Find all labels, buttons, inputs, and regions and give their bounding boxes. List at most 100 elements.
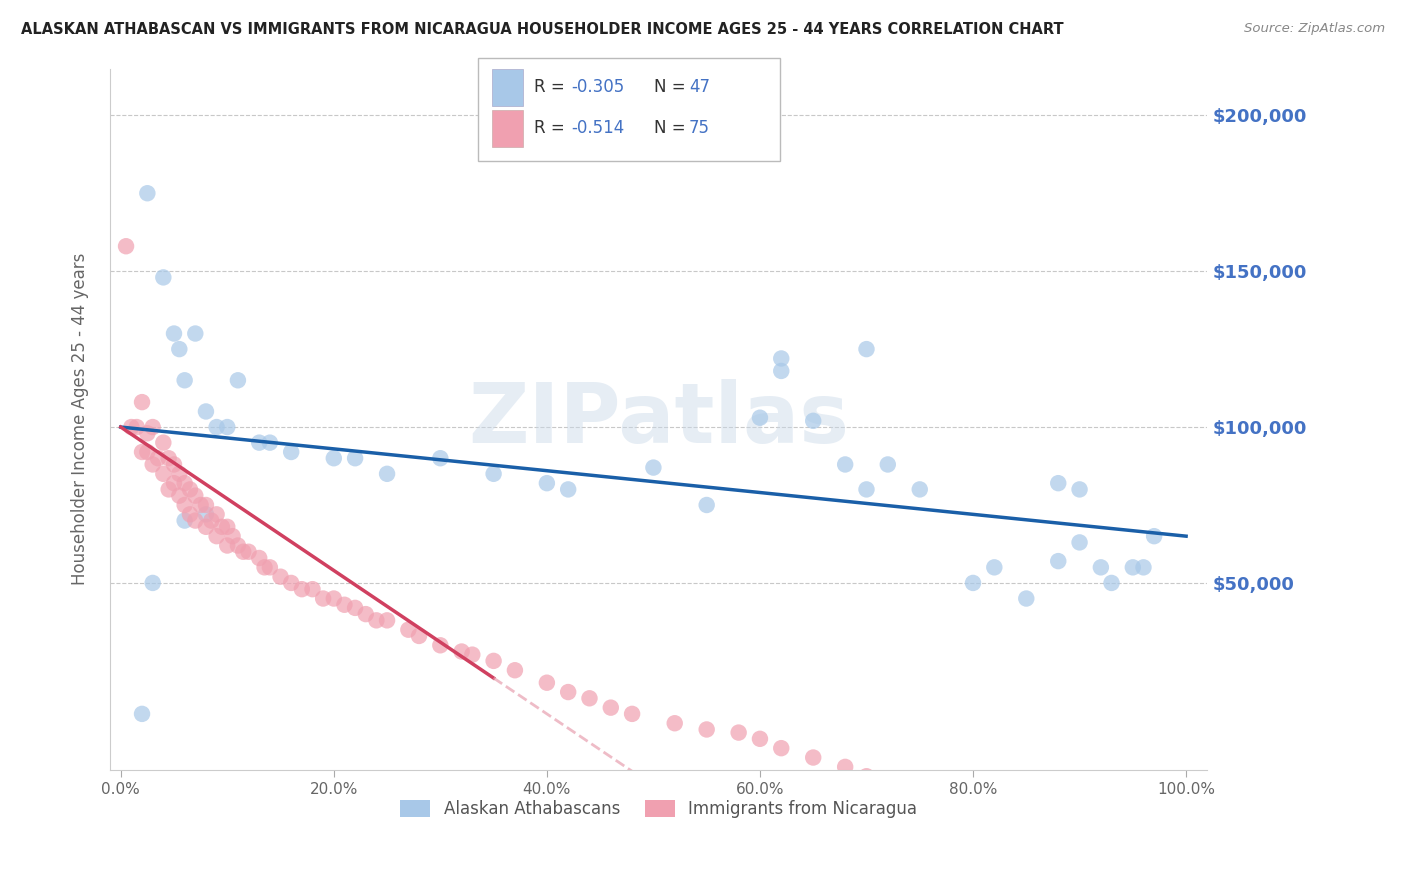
Point <box>205 420 228 434</box>
Point <box>232 545 254 559</box>
Point <box>173 514 195 528</box>
Point <box>962 806 984 821</box>
Point <box>217 539 239 553</box>
Point <box>536 476 558 491</box>
Point <box>142 420 165 434</box>
Point <box>205 508 228 522</box>
Point <box>983 560 1005 574</box>
Point <box>247 435 270 450</box>
Point <box>834 458 856 472</box>
Point <box>211 520 233 534</box>
Point <box>194 404 217 418</box>
Point <box>322 451 344 466</box>
Text: N =: N = <box>654 119 690 136</box>
Point <box>354 607 377 621</box>
Point <box>396 623 419 637</box>
Point <box>163 458 186 472</box>
Point <box>366 613 388 627</box>
Point <box>120 420 142 434</box>
Y-axis label: Householder Income Ages 25 - 44 years: Householder Income Ages 25 - 44 years <box>72 253 89 585</box>
Point <box>163 326 186 341</box>
Point <box>855 483 877 497</box>
Point <box>461 648 484 662</box>
Text: 75: 75 <box>689 119 710 136</box>
Point <box>270 570 292 584</box>
Point <box>696 723 718 737</box>
Point <box>136 426 159 441</box>
Point <box>226 539 249 553</box>
Point <box>259 435 281 450</box>
Point <box>1132 560 1154 574</box>
Point <box>801 750 824 764</box>
Point <box>194 498 217 512</box>
Point <box>152 435 174 450</box>
Point <box>578 691 600 706</box>
Text: R =: R = <box>534 119 571 136</box>
Point <box>142 576 165 591</box>
Point <box>621 706 644 721</box>
Point <box>801 414 824 428</box>
Point <box>205 529 228 543</box>
Point <box>190 498 212 512</box>
Point <box>876 779 898 793</box>
Point <box>280 576 302 591</box>
Point <box>280 445 302 459</box>
Point <box>749 731 772 746</box>
Text: 47: 47 <box>689 78 710 95</box>
Point <box>136 186 159 201</box>
Point <box>131 706 153 721</box>
Text: -0.305: -0.305 <box>571 78 624 95</box>
Point <box>226 373 249 387</box>
Point <box>375 467 398 481</box>
Point <box>200 514 222 528</box>
Point <box>217 520 239 534</box>
Point <box>941 797 963 812</box>
Point <box>1101 576 1123 591</box>
Point <box>834 760 856 774</box>
Point <box>664 716 686 731</box>
Text: -0.514: -0.514 <box>571 119 624 136</box>
Point <box>238 545 260 559</box>
Point <box>157 451 180 466</box>
Point <box>179 483 201 497</box>
Point <box>169 342 191 356</box>
Point <box>152 270 174 285</box>
Point <box>179 508 201 522</box>
Point <box>1015 591 1038 606</box>
Point <box>770 351 793 366</box>
Point <box>136 445 159 459</box>
Point <box>599 700 621 714</box>
Point <box>322 591 344 606</box>
Point <box>125 420 148 434</box>
Point <box>115 239 138 253</box>
Point <box>146 451 169 466</box>
Point <box>184 489 207 503</box>
Text: R =: R = <box>534 78 571 95</box>
Point <box>184 326 207 341</box>
Point <box>142 458 165 472</box>
Point <box>1069 535 1091 549</box>
Point <box>696 498 718 512</box>
Point <box>221 529 243 543</box>
Point <box>876 458 898 472</box>
Point <box>152 467 174 481</box>
Point <box>1143 529 1166 543</box>
Point <box>194 520 217 534</box>
Point <box>163 476 186 491</box>
Point <box>169 467 191 481</box>
Text: ALASKAN ATHABASCAN VS IMMIGRANTS FROM NICARAGUA HOUSEHOLDER INCOME AGES 25 - 44 : ALASKAN ATHABASCAN VS IMMIGRANTS FROM NI… <box>21 22 1064 37</box>
Point <box>855 769 877 783</box>
Point <box>344 600 367 615</box>
Point <box>1047 554 1070 568</box>
Point <box>184 514 207 528</box>
Point <box>770 364 793 378</box>
Point <box>770 741 793 756</box>
Text: ZIPatlas: ZIPatlas <box>468 379 849 459</box>
Point <box>1090 560 1112 574</box>
Point <box>450 644 472 658</box>
Point <box>194 508 217 522</box>
Point <box>503 663 526 677</box>
Text: N =: N = <box>654 78 690 95</box>
Point <box>536 675 558 690</box>
Point <box>312 591 335 606</box>
